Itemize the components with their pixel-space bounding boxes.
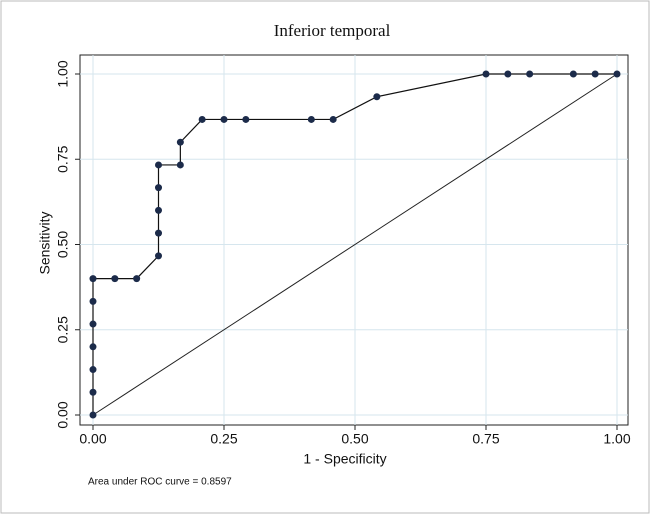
roc-point — [526, 70, 534, 78]
roc-point — [307, 115, 315, 123]
roc-point — [155, 252, 162, 260]
roc-point — [133, 275, 141, 283]
y-tick-label: 0.25 — [55, 316, 71, 343]
roc-point — [89, 388, 97, 396]
reference-line — [92, 73, 618, 416]
roc-point — [155, 229, 162, 237]
roc-point — [569, 70, 577, 78]
roc-point — [155, 206, 162, 214]
roc-point — [89, 297, 97, 305]
roc-point — [613, 70, 621, 78]
roc-point — [155, 161, 162, 169]
roc-point — [155, 184, 162, 192]
roc-point — [89, 343, 97, 351]
roc-point — [176, 161, 184, 169]
y-axis-label: Sensitivity — [37, 211, 53, 274]
x-tick-label: 0.00 — [79, 431, 106, 447]
x-axis-label: 1 - Specificity — [303, 451, 386, 467]
y-tick-label: 1.00 — [55, 60, 71, 87]
roc-point — [89, 275, 97, 283]
chart-title: Inferior temporal — [274, 21, 391, 40]
roc-point — [198, 115, 206, 123]
roc-point — [373, 93, 381, 101]
roc-point — [591, 70, 599, 78]
roc-point — [89, 411, 97, 419]
roc-point — [329, 115, 337, 123]
x-tick-label: 1.00 — [603, 431, 630, 447]
roc-point — [89, 366, 97, 374]
roc-point — [220, 115, 228, 123]
x-tick-label: 0.50 — [341, 431, 368, 447]
x-tick-label: 0.25 — [210, 431, 237, 447]
roc-point — [504, 70, 512, 78]
annotation: Area under ROC curve = 0.8597 — [88, 477, 232, 488]
roc-point — [242, 115, 250, 123]
roc-point — [482, 70, 490, 78]
x-tick-label: 0.75 — [472, 431, 499, 447]
roc-point — [111, 275, 119, 283]
roc-point — [176, 138, 184, 146]
roc-line — [92, 73, 617, 415]
y-tick-label: 0.75 — [55, 145, 71, 172]
plot-area — [79, 54, 629, 426]
y-tick-label: 0.00 — [55, 401, 71, 428]
y-tick-label: 0.50 — [55, 231, 71, 258]
roc-point — [89, 320, 97, 328]
